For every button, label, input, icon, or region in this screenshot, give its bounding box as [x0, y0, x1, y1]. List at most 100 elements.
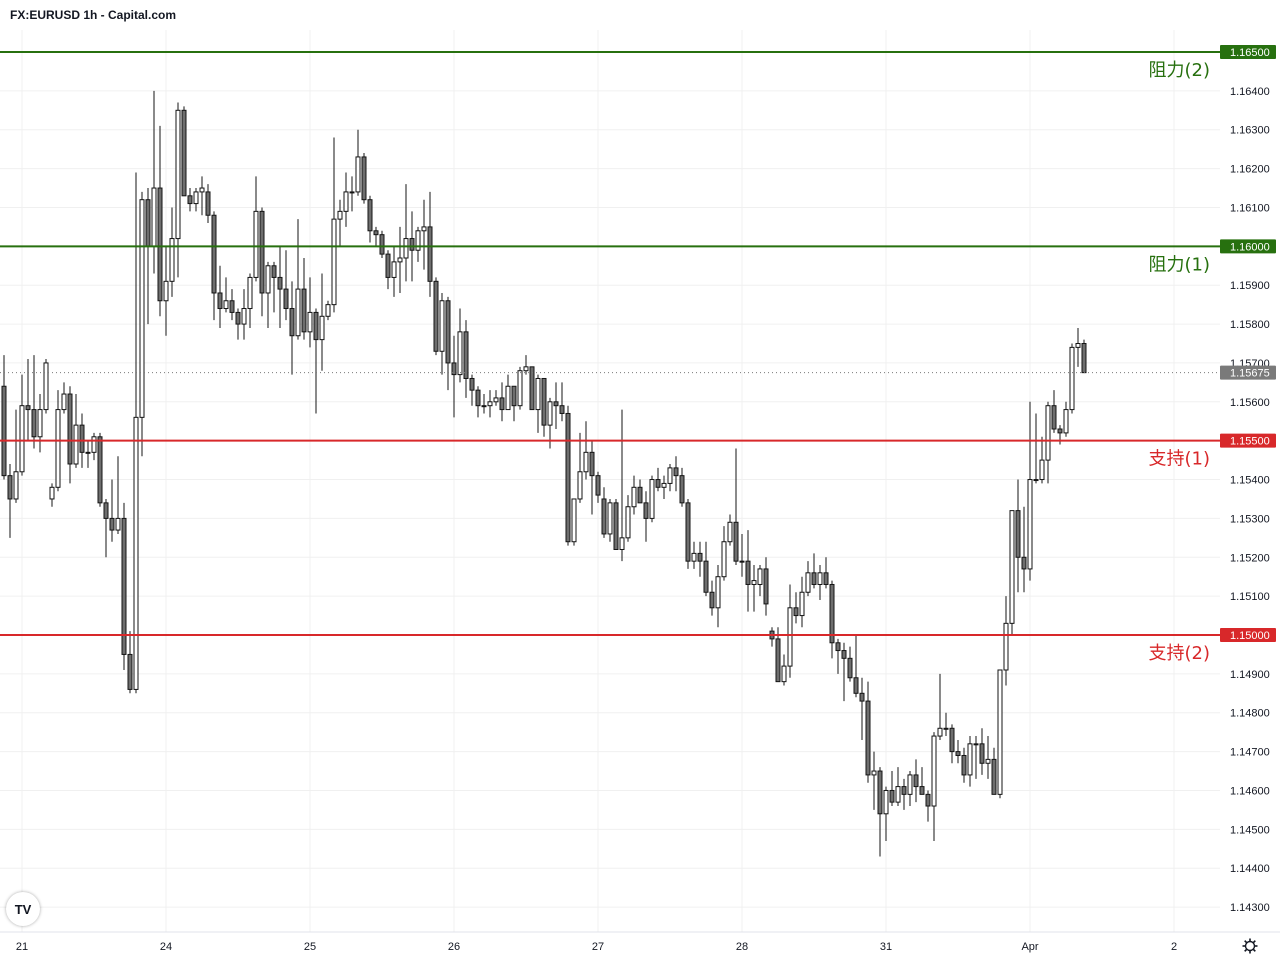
- candle: [1027, 401, 1033, 581]
- candle: [505, 374, 511, 411]
- resistance-level-name: 阻力(1): [1149, 254, 1211, 275]
- candle: [433, 277, 439, 356]
- time-axis[interactable]: 21 24 25 26 27 28 31 Apr 2: [16, 941, 1177, 953]
- candle-body-bearish: [673, 467, 679, 477]
- candle: [1009, 510, 1015, 636]
- candle: [757, 565, 763, 597]
- candle: [397, 226, 403, 293]
- candle: [1081, 339, 1087, 374]
- candle: [907, 771, 913, 807]
- candle-body-bullish: [943, 727, 949, 730]
- candle: [307, 277, 313, 348]
- candle-body-bullish: [397, 257, 403, 263]
- candle: [97, 432, 103, 507]
- candle-body-bullish: [349, 191, 355, 194]
- candle-body-bullish: [781, 665, 787, 683]
- price-tick-label: 1.15400: [1230, 475, 1270, 487]
- candle: [991, 747, 997, 795]
- candle: [253, 176, 259, 282]
- candle-body-bearish: [367, 199, 373, 232]
- candle-body-bearish: [25, 405, 31, 411]
- gear-icon[interactable]: [1241, 937, 1259, 955]
- price-tick-label: 1.14300: [1230, 902, 1270, 914]
- candle: [955, 739, 961, 764]
- candle: [787, 584, 793, 678]
- price-tick-label: 1.16300: [1230, 125, 1270, 137]
- tradingview-logo[interactable]: TV: [6, 892, 40, 926]
- candle: [895, 767, 901, 807]
- candle: [217, 265, 223, 328]
- candle: [127, 631, 133, 694]
- candle-body-bullish: [577, 471, 583, 500]
- candle-body-bearish: [793, 607, 799, 617]
- candle: [715, 565, 721, 628]
- candle-body-bearish: [187, 195, 193, 205]
- candle: [967, 736, 973, 787]
- candle-body-bearish: [451, 362, 457, 376]
- candle: [769, 627, 775, 647]
- time-tick-label: 25: [304, 941, 316, 953]
- candle-body-bullish: [751, 580, 757, 585]
- candle: [445, 296, 451, 391]
- candle: [559, 382, 565, 422]
- candle-body-bearish: [601, 498, 607, 535]
- time-tick-label: 28: [736, 941, 748, 953]
- candle-body-bullish: [667, 467, 673, 484]
- candle: [7, 463, 13, 538]
- price-tick-label: 1.14500: [1230, 824, 1270, 836]
- candle-body-bearish: [499, 397, 505, 411]
- candle: [1, 355, 7, 480]
- candle: [931, 732, 937, 842]
- candle: [601, 487, 607, 538]
- candle: [1045, 401, 1051, 484]
- candle-body-bullish: [265, 265, 271, 294]
- price-tick-label: 1.14700: [1230, 747, 1270, 759]
- support-level-name: 支持(2): [1149, 643, 1211, 664]
- resistance-price-badge: [1220, 45, 1276, 59]
- candle-body-bearish: [865, 700, 871, 776]
- candle: [427, 191, 433, 297]
- candle-body-bearish: [613, 502, 619, 550]
- candle-body-bullish: [253, 210, 259, 278]
- candle: [349, 176, 355, 212]
- candle: [241, 289, 247, 340]
- candle-body-bearish: [1051, 405, 1057, 430]
- candle: [169, 207, 175, 297]
- candle: [973, 736, 979, 779]
- candle-body-bearish: [763, 568, 769, 605]
- candle: [799, 576, 805, 628]
- candle-body-bearish: [685, 502, 691, 562]
- candle: [1003, 596, 1009, 686]
- candle-body-bullish: [91, 436, 97, 453]
- candle-body-bearish: [205, 191, 211, 216]
- time-tick-label: Apr: [1021, 941, 1038, 953]
- candle: [457, 308, 463, 383]
- candle-body-bullish: [1063, 409, 1069, 434]
- price-tick-label: 1.15600: [1230, 397, 1270, 409]
- candle: [1063, 401, 1069, 437]
- candle: [637, 479, 643, 504]
- candle-body-bearish: [775, 638, 781, 683]
- candle: [205, 184, 211, 224]
- price-tick-label: 1.16200: [1230, 164, 1270, 176]
- candle: [781, 654, 787, 686]
- candle-body-bullish: [715, 576, 721, 609]
- price-axis[interactable]: 1.16400 1.16300 1.16200 1.16100 1.15900 1.158…: [1220, 45, 1276, 914]
- candle: [475, 386, 481, 418]
- candle: [985, 736, 991, 779]
- candle-body-bullish: [661, 482, 667, 488]
- candle: [31, 355, 37, 449]
- candle-body-bullish: [817, 572, 823, 585]
- candle-body-bullish: [133, 416, 139, 690]
- candle-body-bearish: [373, 230, 379, 236]
- candle-body-bullish: [871, 770, 877, 776]
- candle: [727, 514, 733, 546]
- chart-title: FX:EURUSD 1h - Capital.com: [10, 8, 177, 22]
- candle-body-bullish: [1009, 510, 1015, 624]
- logo-text: TV: [14, 901, 32, 917]
- candle: [211, 211, 217, 321]
- candle-body-bullish: [85, 451, 91, 454]
- candle: [271, 261, 277, 313]
- candle-body-bearish: [97, 436, 103, 504]
